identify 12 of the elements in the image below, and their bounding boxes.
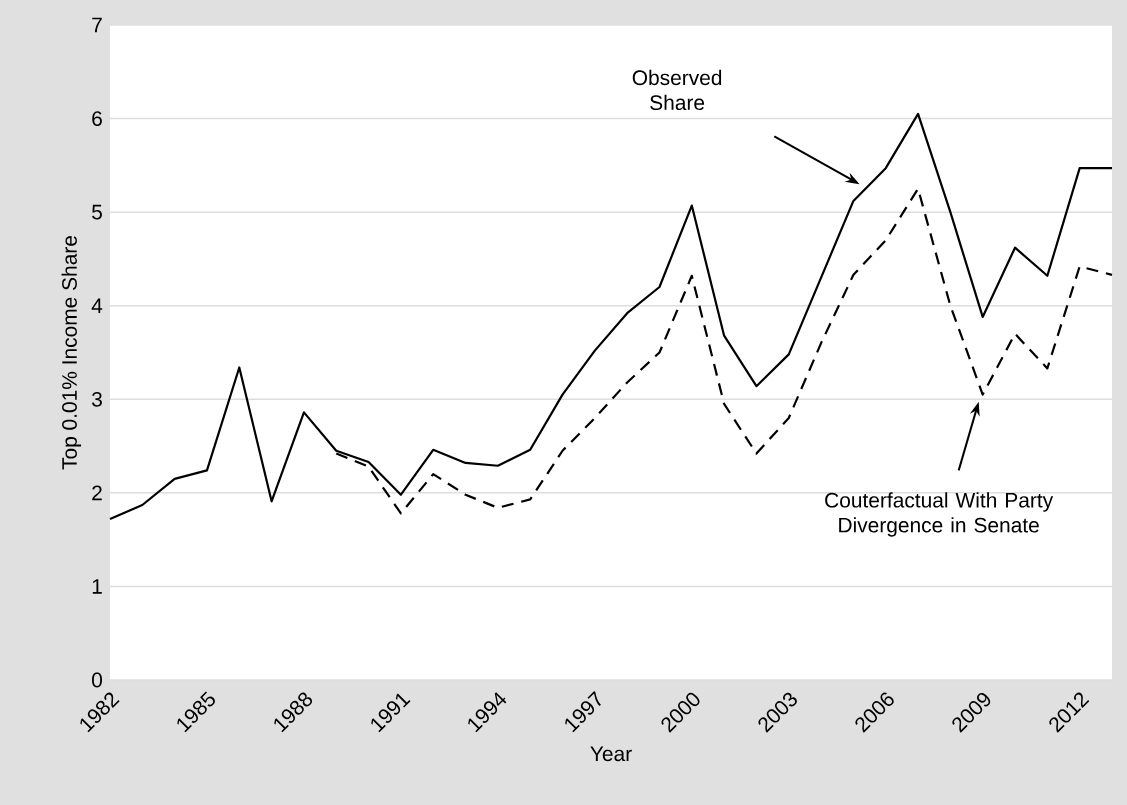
y-tick-label: 5 xyxy=(92,204,102,220)
y-tick-label: 0 xyxy=(92,672,103,688)
y-axis-title: Top 0.01% Income Share xyxy=(61,236,82,470)
y-tick-label: 6 xyxy=(92,111,102,126)
y-tick-label: 2 xyxy=(92,485,102,501)
annotation: Couterfactual With Party Divergence in Senate xyxy=(825,492,1054,537)
y-tick-label: 4 xyxy=(91,298,103,313)
y-tick-label: 3 xyxy=(91,391,102,407)
annotation: Observed Share xyxy=(632,69,722,111)
x-axis-title: Year xyxy=(590,746,632,762)
y-tick-label: 1 xyxy=(92,579,102,594)
y-tick-label: 7 xyxy=(92,17,102,33)
